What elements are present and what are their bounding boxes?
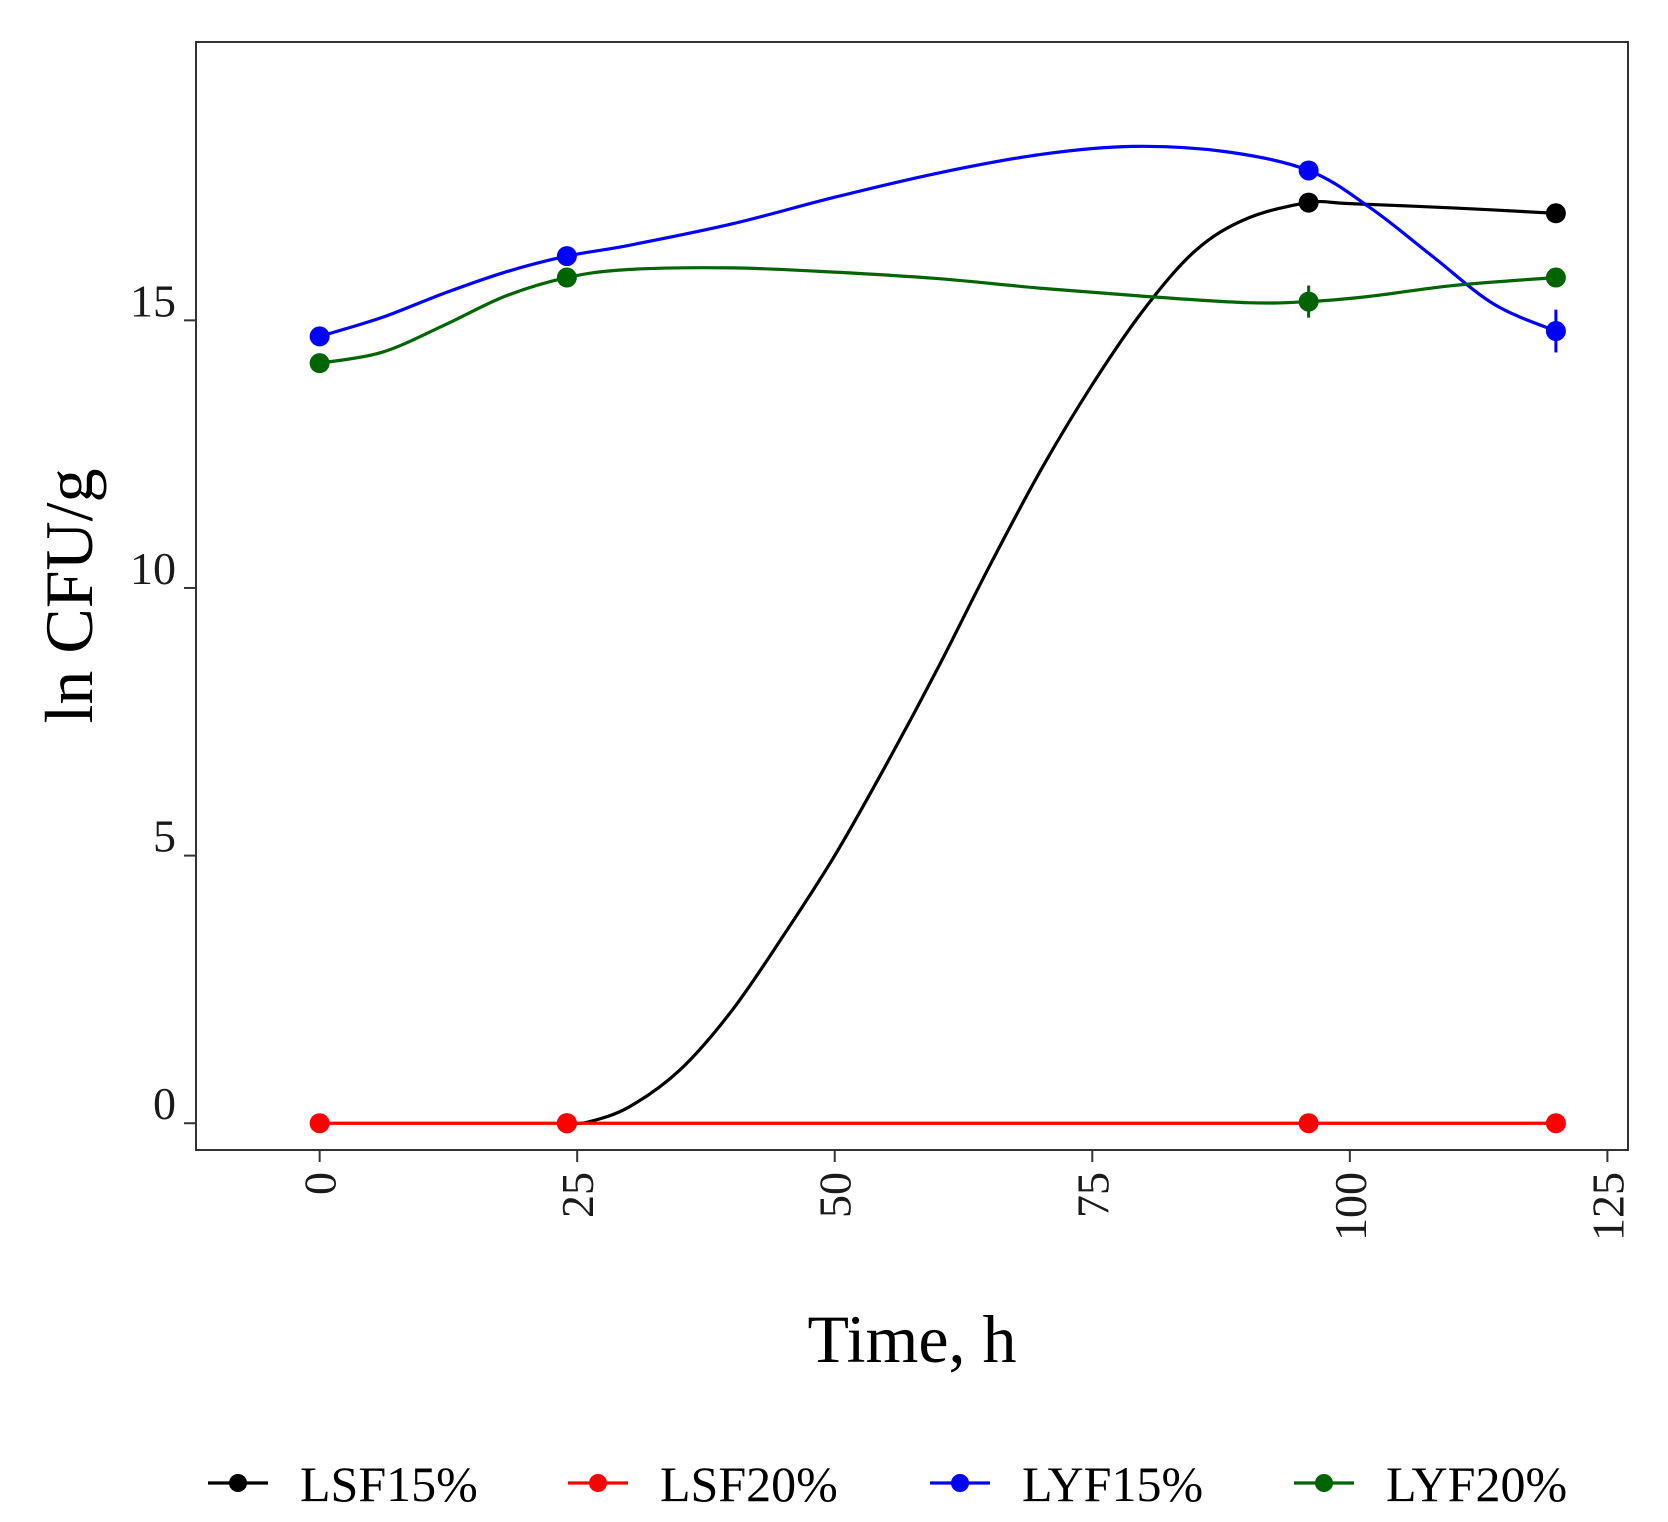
- data-point-lyf15pct: [556, 246, 577, 267]
- series-line-lyf15pct: [319, 144, 1557, 338]
- legend-item-lyf20pct: LYF20%: [1294, 1456, 1567, 1512]
- x-axis: 0 25 50 75 100 125: [295, 1150, 1633, 1241]
- series-points: [309, 160, 1566, 1134]
- series-line-lyf20pct: [319, 266, 1557, 365]
- data-point-lsf15pct: [1298, 192, 1319, 213]
- y-axis-title: ln CFU/g: [31, 468, 107, 723]
- legend-swatch-marker: [951, 1474, 969, 1492]
- legend-swatch-marker: [589, 1474, 607, 1492]
- data-point-lyf15pct: [309, 326, 330, 347]
- data-point-lsf20pct: [1545, 1113, 1566, 1134]
- legend-swatch-marker: [229, 1474, 247, 1492]
- y-tick-label: 0: [153, 1078, 176, 1129]
- data-point-lyf20pct: [1298, 291, 1319, 312]
- legend-item-lsf15pct: LSF15%: [208, 1456, 478, 1512]
- data-point-lsf20pct: [309, 1113, 330, 1134]
- legend-label: LSF15%: [300, 1456, 478, 1512]
- legend-label: LYF15%: [1022, 1456, 1203, 1512]
- data-point-lsf20pct: [1298, 1113, 1319, 1134]
- x-tick-label: 100: [1325, 1172, 1376, 1241]
- x-axis-title: Time, h: [807, 1301, 1016, 1377]
- data-point-lyf15pct: [1298, 160, 1319, 181]
- legend: LSF15% LSF20% LYF15% LYF20%: [208, 1456, 1567, 1512]
- x-tick-label: 125: [1582, 1172, 1633, 1241]
- data-point-lyf20pct: [556, 267, 577, 288]
- x-tick-label: 25: [552, 1172, 603, 1218]
- legend-label: LSF20%: [660, 1456, 838, 1512]
- data-point-lsf15pct: [1545, 203, 1566, 224]
- plot-area-frame: [195, 41, 1629, 1151]
- x-tick-label: 75: [1067, 1172, 1118, 1218]
- x-tick-label: 0: [295, 1172, 346, 1195]
- y-tick-label: 5: [153, 811, 176, 862]
- legend-item-lsf20pct: LSF20%: [568, 1456, 838, 1512]
- data-point-lyf15pct: [1545, 321, 1566, 342]
- legend-item-lyf15pct: LYF15%: [930, 1456, 1203, 1512]
- legend-swatch-marker: [1315, 1474, 1333, 1492]
- data-point-lyf20pct: [309, 353, 330, 374]
- data-point-lsf20pct: [556, 1113, 577, 1134]
- x-tick-label: 50: [810, 1172, 861, 1218]
- y-tick-label: 10: [130, 543, 176, 594]
- data-point-lyf20pct: [1545, 267, 1566, 288]
- legend-label: LYF20%: [1386, 1456, 1567, 1512]
- y-tick-label: 15: [130, 275, 176, 326]
- y-axis: 0 5 10 15: [130, 275, 196, 1129]
